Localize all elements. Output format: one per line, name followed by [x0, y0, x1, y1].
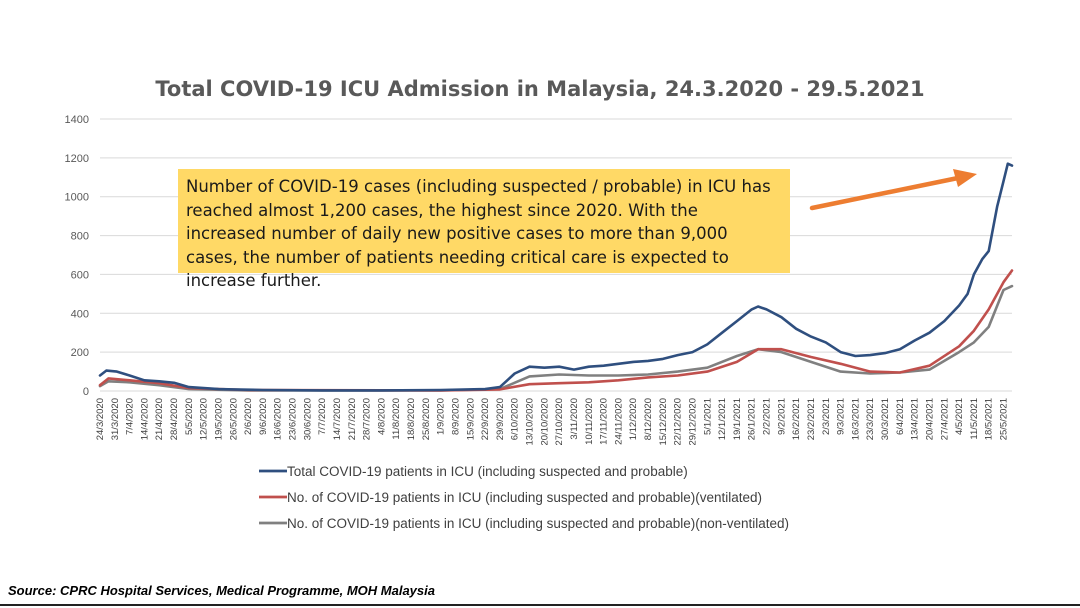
x-tick-label: 29/9/2020 — [495, 398, 506, 440]
legend-label: No. of COVID-19 patients in ICU (includi… — [287, 490, 762, 505]
x-tick-label: 16/3/2021 — [850, 398, 861, 440]
x-tick-label: 23/6/2020 — [288, 398, 299, 440]
x-tick-label: 14/4/2020 — [139, 398, 150, 440]
x-tick-label: 25/5/2021 — [999, 398, 1010, 440]
x-tick-label: 19/5/2020 — [213, 398, 224, 440]
x-tick-label: 26/1/2021 — [747, 398, 758, 440]
x-tick-label: 22/12/2020 — [673, 398, 684, 446]
x-tick-label: 25/8/2020 — [421, 398, 432, 440]
x-tick-label: 11/5/2021 — [969, 398, 980, 440]
x-tick-label: 18/8/2020 — [406, 398, 417, 440]
x-tick-label: 12/1/2021 — [717, 398, 728, 440]
series-line-2 — [98, 284, 1014, 392]
x-tick-label: 2/2/2021 — [762, 398, 773, 435]
y-axis-ticks: 0 200 400 600 800 1000 1200 1400 — [65, 114, 89, 398]
x-tick-label: 31/3/2020 — [110, 398, 121, 440]
x-tick-label: 7/7/2020 — [317, 398, 328, 435]
x-tick-label: 1/12/2020 — [628, 398, 639, 440]
x-tick-label: 29/12/2020 — [687, 398, 698, 446]
x-tick-label: 14/7/2020 — [332, 398, 343, 440]
x-tick-label: 11/8/2020 — [391, 398, 402, 440]
y-tick-label: 1200 — [65, 153, 89, 165]
x-tick-label: 17/11/2020 — [599, 398, 610, 445]
x-tick-label: 5/5/2020 — [184, 398, 195, 435]
bottom-divider — [0, 604, 1080, 606]
x-tick-label: 15/9/2020 — [465, 398, 476, 440]
x-tick-label: 13/4/2021 — [910, 398, 921, 440]
arrow-head — [953, 169, 977, 187]
y-tick-label: 1400 — [65, 114, 89, 126]
x-tick-label: 3/11/2020 — [569, 398, 580, 440]
x-tick-label: 28/4/2020 — [169, 398, 180, 440]
legend-label: No. of COVID-19 patients in ICU (includi… — [287, 516, 789, 531]
x-tick-label: 2/3/2021 — [821, 398, 832, 435]
x-tick-label: 12/5/2020 — [199, 398, 210, 440]
x-tick-label: 30/6/2020 — [302, 398, 313, 440]
x-tick-label: 30/3/2021 — [880, 398, 891, 440]
x-tick-label: 24/11/2020 — [613, 398, 624, 445]
x-tick-label: 5/1/2021 — [702, 398, 713, 435]
y-tick-label: 200 — [71, 347, 89, 359]
x-tick-label: 28/7/2020 — [362, 398, 373, 440]
legend: Total COVID-19 patients in ICU (includin… — [259, 464, 789, 531]
x-tick-label: 27/4/2021 — [939, 398, 950, 440]
x-tick-label: 8/9/2020 — [450, 398, 461, 435]
x-tick-label: 6/10/2020 — [510, 398, 521, 440]
x-tick-label: 15/12/2020 — [658, 398, 669, 446]
x-tick-label: 8/12/2020 — [643, 398, 654, 440]
x-tick-label: 9/6/2020 — [258, 398, 269, 435]
x-axis-ticks: 24/3/2020 31/3/2020 7/4/2020 14/4/2020 21/4/… — [95, 398, 1010, 446]
x-tick-label: 13/10/2020 — [525, 398, 536, 446]
x-tick-label: 22/9/2020 — [480, 398, 491, 440]
x-tick-label: 20/4/2021 — [924, 398, 935, 440]
chart-title: Total COVID-19 ICU Admission in Malaysia… — [155, 77, 924, 101]
x-tick-label: 4/5/2021 — [954, 398, 965, 435]
x-tick-label: 10/11/2020 — [584, 398, 595, 445]
x-tick-label: 23/3/2021 — [865, 398, 876, 440]
x-tick-label: 24/3/2020 — [95, 398, 106, 440]
y-tick-label: 400 — [71, 308, 89, 320]
x-tick-label: 18/5/2021 — [984, 398, 995, 440]
y-tick-label: 600 — [71, 269, 89, 281]
annotation-arrow — [809, 169, 977, 211]
x-tick-label: 6/4/2021 — [895, 398, 906, 435]
x-tick-label: 26/5/2020 — [228, 398, 239, 440]
x-tick-label: 16/2/2021 — [791, 398, 802, 440]
x-tick-label: 16/6/2020 — [273, 398, 284, 440]
y-tick-label: 1000 — [65, 192, 89, 204]
legend-label: Total COVID-19 patients in ICU (includin… — [287, 464, 688, 479]
x-tick-label: 2/6/2020 — [243, 398, 254, 435]
x-tick-label: 23/2/2021 — [806, 398, 817, 440]
x-tick-label: 19/1/2021 — [732, 398, 743, 440]
x-tick-label: 9/3/2021 — [836, 398, 847, 435]
x-tick-label: 21/4/2020 — [154, 398, 165, 440]
x-tick-label: 20/10/2020 — [539, 398, 550, 446]
x-tick-label: 1/9/2020 — [436, 398, 447, 435]
annotation-callout: Number of COVID-19 cases (including susp… — [178, 169, 790, 290]
x-tick-label: 21/7/2020 — [347, 398, 358, 440]
y-tick-label: 0 — [83, 386, 89, 398]
x-tick-label: 9/2/2021 — [776, 398, 787, 435]
source-note: Source: CPRC Hospital Services, Medical … — [8, 583, 435, 598]
series-line-0 — [98, 162, 1014, 392]
x-tick-label: 7/4/2020 — [125, 398, 136, 435]
x-tick-label: 4/8/2020 — [376, 398, 387, 435]
series-lines — [98, 162, 1014, 392]
y-tick-label: 800 — [71, 231, 89, 243]
x-tick-label: 27/10/2020 — [554, 398, 565, 446]
arrow-shaft — [809, 175, 961, 211]
